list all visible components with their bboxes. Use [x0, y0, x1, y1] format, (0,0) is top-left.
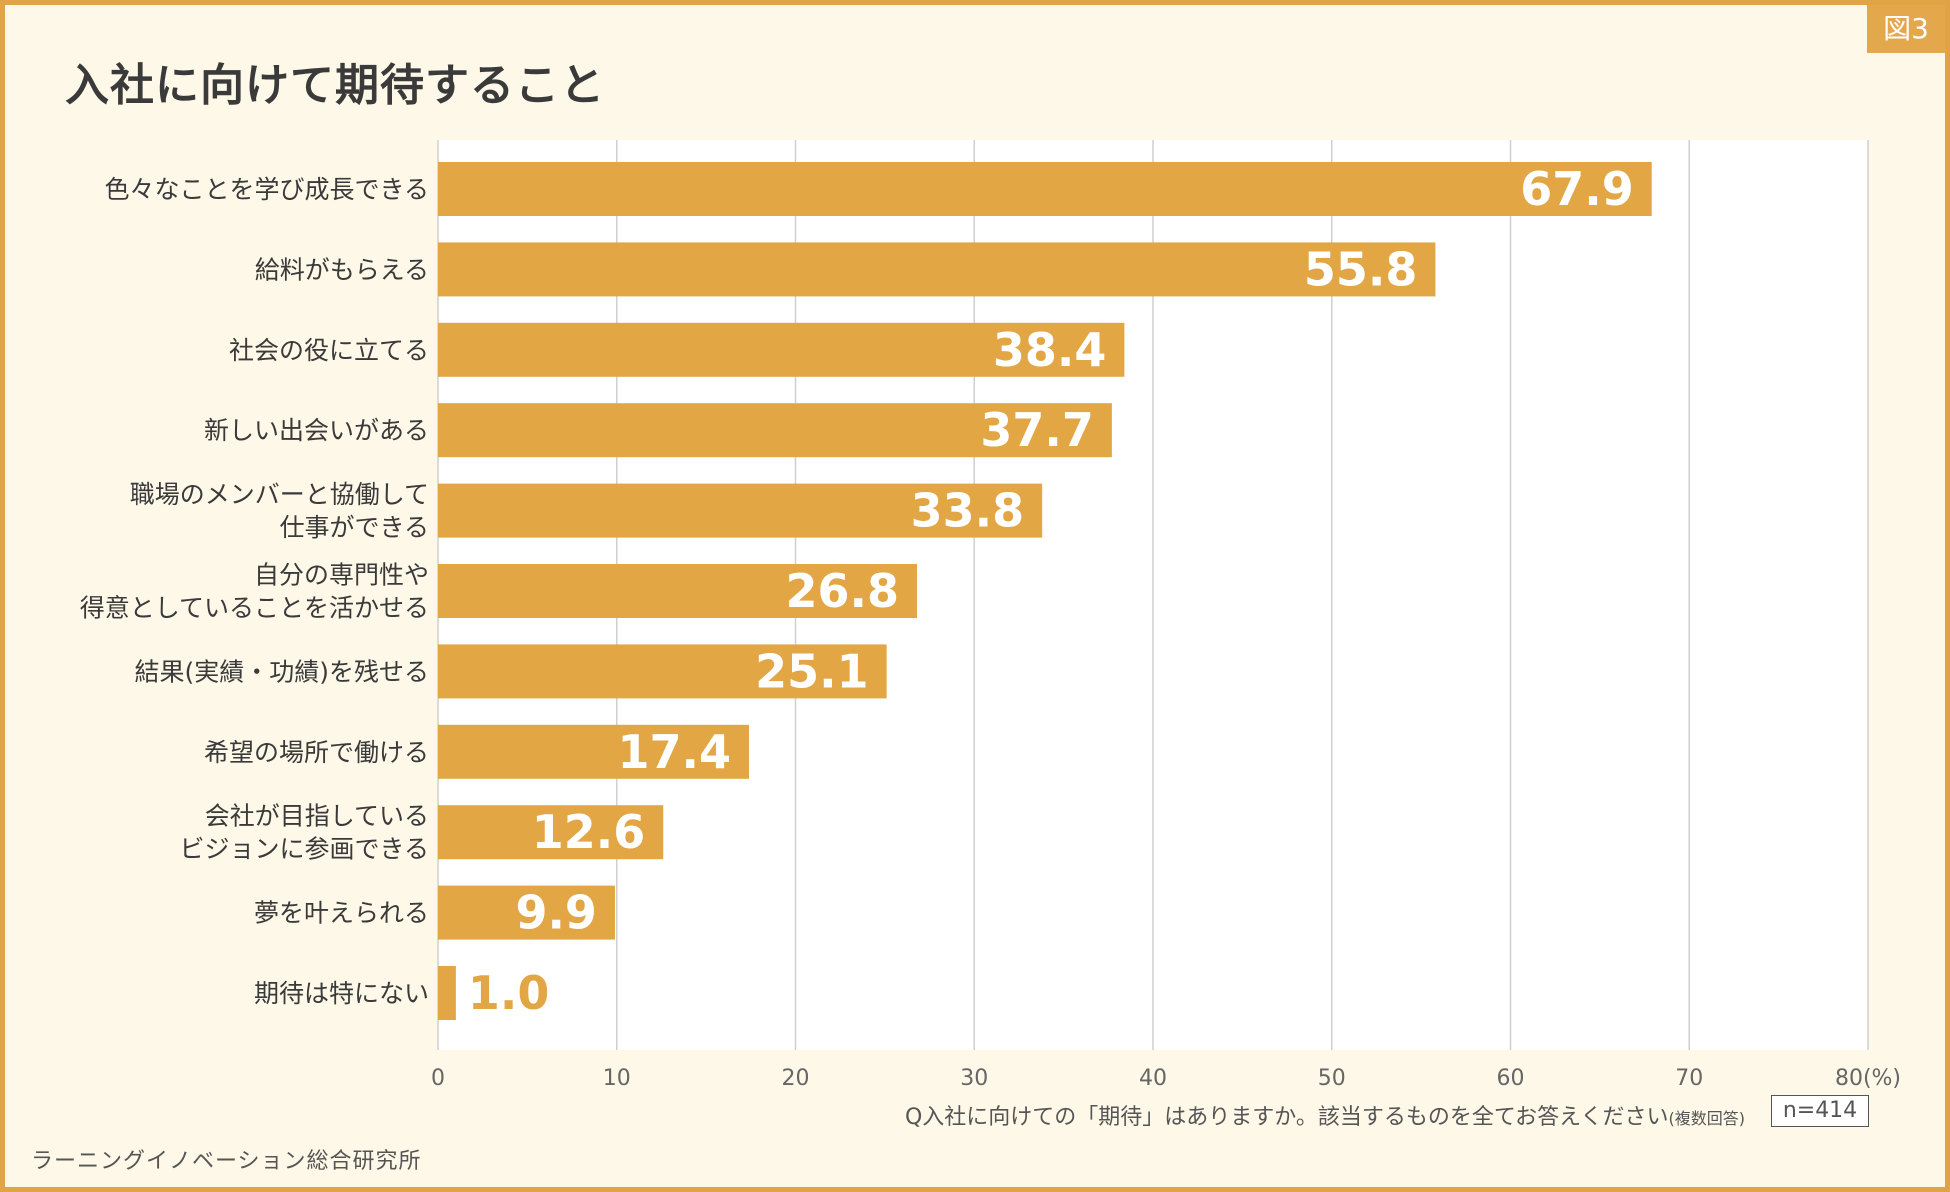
x-tick-label: 10 [603, 1066, 631, 1091]
bar [438, 724, 750, 779]
bar-value-label: 38.4 [993, 323, 1107, 377]
bar-value-label: 1.0 [468, 966, 550, 1020]
x-tick-label: 0 [431, 1066, 445, 1091]
bar-value-label: 33.8 [911, 484, 1025, 538]
category-label-line: 仕事ができる [279, 513, 429, 542]
question-note: (複数回答) [1668, 1109, 1746, 1128]
bar-value-label: 67.9 [1520, 162, 1634, 216]
category-label-line: 色々なことを学び成長できる [104, 175, 429, 204]
bar-value-label: 12.6 [532, 805, 646, 859]
sample-size: n=414 [1771, 1095, 1869, 1127]
category-label: 希望の場所で働ける [204, 738, 429, 767]
category-label-line: 会社が目指している [205, 802, 429, 831]
x-tick-label: 70 [1675, 1066, 1703, 1091]
x-tick-label: 80(%) [1835, 1066, 1901, 1091]
question-text: Q入社に向けての「期待」はありますか。該当するものを全てお答えください(複数回答… [905, 1099, 1745, 1131]
bar-value-label: 55.8 [1304, 242, 1418, 296]
bar-value-label: 17.4 [618, 725, 732, 779]
category-label-line: 希望の場所で働ける [204, 738, 429, 767]
category-label: 色々なことを学び成長できる [104, 175, 429, 204]
bar [438, 644, 887, 699]
category-label-line: 新しい出会いがある [204, 416, 429, 445]
bar-value-label: 25.1 [755, 644, 869, 698]
x-tick-label: 60 [1497, 1066, 1525, 1091]
category-label: 結果(実績・功績)を残せる [134, 657, 429, 686]
bar [438, 805, 664, 860]
category-label-line: 期待は特にない [254, 979, 429, 1008]
category-label: 期待は特にない [254, 979, 429, 1008]
category-label-line: 社会の役に立てる [229, 336, 429, 365]
chart-title: 入社に向けて期待すること [65, 60, 605, 111]
source-credit: ラーニングイノベーション総合研究所 [31, 1149, 422, 1174]
category-label: 自分の専門性や得意としていることを活かせる [80, 561, 429, 623]
category-label: 会社が目指しているビジョンに参画できる [179, 802, 429, 864]
category-label: 社会の役に立てる [229, 336, 429, 365]
x-axis-ticks: 0 10 20 30 40 50 60 70 80(%) [431, 1066, 1901, 1091]
bar [438, 162, 1652, 216]
x-tick-label: 40 [1139, 1066, 1167, 1091]
question-main: Q入社に向けての「期待」はありますか。該当するものを全てお答えください [904, 1105, 1669, 1130]
bar-chart: 67.9 55.8 38.4 37.7 33.826.8 25.1 17.4 12.6 9.9 1… [80, 140, 1901, 1091]
bar [438, 885, 615, 940]
bar-value-label: 9.9 [515, 886, 597, 940]
category-label: 職場のメンバーと協働して仕事ができる [130, 480, 429, 542]
bar [438, 564, 918, 618]
category-label-line: 結果(実績・功績)を残せる [134, 657, 429, 686]
bar [438, 483, 1043, 538]
category-label-line: 自分の専門性や [254, 561, 429, 590]
bar [438, 966, 456, 1020]
category-label: 給料がもらえる [255, 255, 429, 284]
category-label-line: 職場のメンバーと協働して [130, 480, 429, 509]
category-labels: 色々なことを学び成長できる給料がもらえる社会の役に立てる新しい出会いがある職場の… [80, 175, 429, 1008]
bars: 67.9 55.8 38.4 37.7 33.826.8 25.1 17.4 12.6 9.9 1… [438, 162, 1652, 1020]
category-label-line: ビジョンに参画できる [179, 835, 429, 864]
x-tick-label: 50 [1318, 1066, 1346, 1091]
x-tick-label: 20 [782, 1066, 810, 1091]
figure-label: 図3 [1867, 5, 1945, 53]
category-label-line: 得意としていることを活かせる [80, 594, 429, 623]
category-label: 新しい出会いがある [204, 416, 429, 445]
bar [438, 322, 1125, 377]
bar [438, 403, 1112, 458]
bar-value-label: 26.8 [786, 564, 900, 618]
bar-value-label: 37.7 [980, 403, 1094, 457]
category-label-line: 夢を叶えられる [254, 899, 429, 928]
category-label: 夢を叶えられる [254, 899, 429, 928]
category-label-line: 給料がもらえる [255, 255, 429, 284]
x-tick-label: 30 [960, 1066, 988, 1091]
bar [438, 242, 1436, 297]
